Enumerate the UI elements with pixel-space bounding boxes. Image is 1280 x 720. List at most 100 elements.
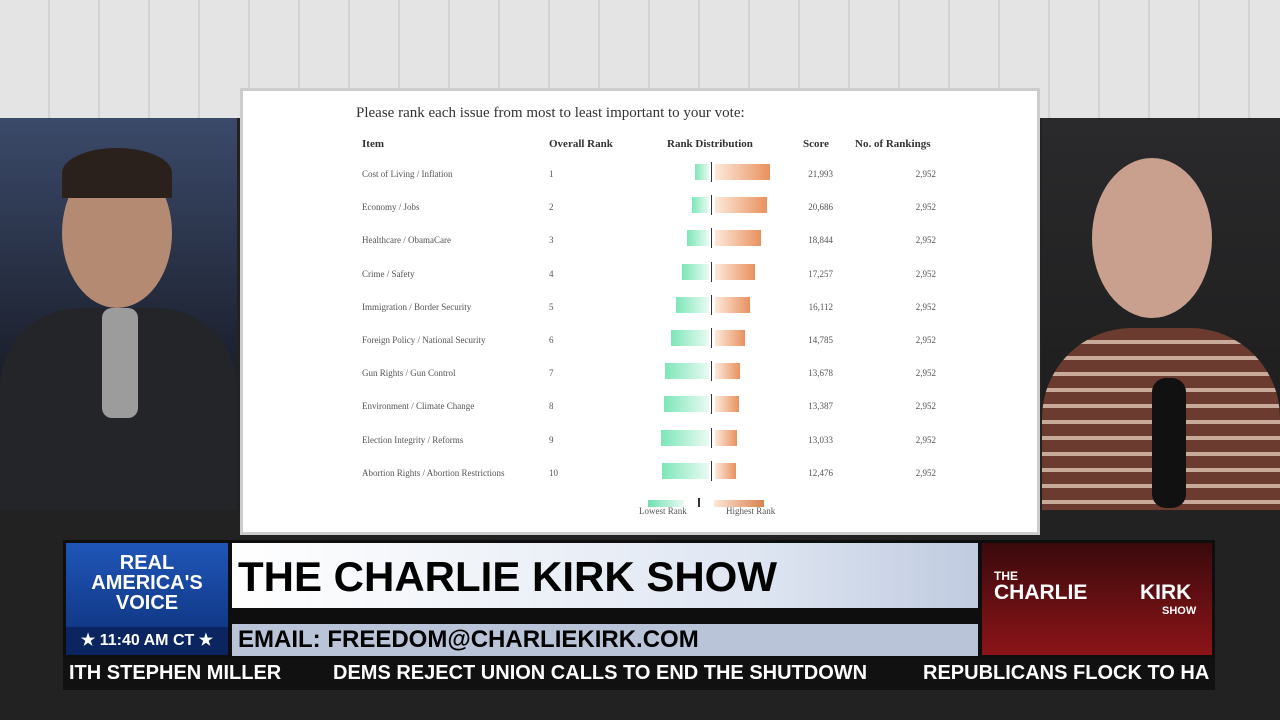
item: Election Integrity / Reforms	[362, 434, 464, 445]
dist-mid	[711, 261, 712, 282]
rank: 10	[549, 467, 558, 478]
news-ticker: ITH STEPHEN MILLER DEMS REJECT UNION CALL…	[63, 658, 1215, 690]
right-camera	[1042, 118, 1280, 510]
dist-low	[662, 462, 709, 479]
rankings: 2,952	[915, 467, 936, 478]
item: Immigration / Border Security	[362, 301, 472, 312]
rankings: 2,952	[915, 434, 936, 445]
dist-high	[715, 396, 739, 413]
rank: 8	[549, 401, 554, 412]
item: Economy / Jobs	[362, 202, 420, 213]
ticker-item: REPUBLICANS FLOCK TO HA	[923, 662, 1210, 684]
network-logo: REAL AMERICA'S VOICE ★ 11:40 AM CT ★	[66, 543, 228, 655]
rankings: 2,952	[915, 401, 936, 412]
dist-mid	[711, 460, 712, 481]
rank: 9	[549, 434, 554, 445]
dist-low	[676, 296, 709, 313]
item: Abortion Rights / Abortion Restrictions	[362, 467, 505, 478]
rankings: 2,952	[915, 335, 936, 345]
rank: 3	[549, 235, 554, 246]
score: 17,257	[808, 268, 833, 279]
item: Healthcare / ObamaCare	[362, 235, 451, 246]
item: Crime / Safety	[362, 268, 415, 279]
score: 20,686	[808, 202, 833, 213]
score: 14,785	[808, 335, 833, 345]
dist-mid	[711, 195, 712, 216]
rank: 4	[549, 268, 554, 279]
show-logo: THE CHARLIE KIRK SHOW	[982, 543, 1212, 655]
score: 18,844	[808, 235, 833, 246]
score: 13,387	[808, 401, 833, 412]
item: Environment / Climate Change	[362, 401, 475, 412]
dist-high	[715, 263, 755, 280]
item: Cost of Living / Inflation	[362, 169, 453, 179]
dist-low	[661, 429, 709, 446]
dist-low	[671, 330, 709, 346]
rankings: 2,952	[915, 169, 936, 179]
question: Please rank each issue from most to leas…	[356, 105, 745, 121]
dist-high	[715, 230, 761, 247]
item: Gun Rights / Gun Control	[362, 368, 456, 379]
dist-mid	[711, 228, 712, 249]
rankings: 2,952	[915, 268, 936, 279]
left-camera	[0, 118, 237, 510]
network-line: VOICE	[115, 592, 179, 614]
network-line: REAL	[119, 552, 175, 574]
dist-high	[715, 330, 745, 346]
score: 13,033	[808, 434, 833, 445]
column-header: No. of Rankings	[855, 138, 931, 150]
survey-card: Please rank each issue from most to leas…	[240, 88, 1040, 535]
dist-mid	[711, 294, 712, 315]
show-title: THE CHARLIE KIRK SHOW	[232, 543, 978, 608]
dist-mid	[711, 427, 712, 448]
rank: 2	[549, 202, 554, 213]
logo-charlie: CHARLIE	[994, 581, 1088, 604]
rankings: 2,952	[915, 368, 936, 379]
column-header: Item	[362, 138, 384, 150]
ticker-item: DEMS REJECT UNION CALLS TO END THE SHUTD…	[333, 662, 868, 684]
time: 11:40 AM CT	[99, 632, 195, 649]
logo-kirk: KIRK	[1140, 581, 1192, 604]
dist-high	[715, 164, 770, 180]
rankings: 2,952	[915, 301, 936, 312]
dist-low	[665, 363, 709, 380]
logo-the: THE	[994, 569, 1018, 583]
dist-high	[715, 429, 737, 446]
dist-low	[687, 230, 709, 247]
rankings: 2,952	[915, 202, 936, 213]
rank: 5	[549, 301, 554, 312]
dist-high	[715, 197, 767, 214]
clock: ★ 11:40 AM CT ★	[66, 627, 228, 655]
dist-high	[715, 462, 736, 479]
dist-high	[715, 363, 740, 380]
rank: 7	[549, 368, 554, 379]
dist-mid	[711, 162, 712, 182]
dist-high	[715, 296, 750, 313]
rankings: 2,952	[915, 235, 936, 246]
dist-low	[682, 263, 709, 280]
rank: 6	[549, 335, 554, 345]
legend-low: Lowest Rank	[639, 506, 687, 516]
column-header: Rank Distribution	[667, 138, 753, 150]
ticker-item: ITH STEPHEN MILLER	[69, 662, 282, 684]
score: 13,678	[808, 368, 833, 379]
column-header: Overall Rank	[549, 138, 613, 150]
column-header: Score	[803, 138, 830, 150]
dist-mid	[711, 328, 712, 348]
dist-low	[692, 197, 709, 214]
score: 21,993	[808, 169, 833, 179]
dist-mid	[711, 361, 712, 382]
legend-swatches	[648, 494, 764, 512]
email: EMAIL: FREEDOM@CHARLIEKIRK.COM	[232, 624, 978, 656]
score: 12,476	[808, 467, 833, 478]
dist-mid	[711, 394, 712, 415]
rank: 1	[549, 169, 554, 179]
logo-show: SHOW	[1162, 605, 1197, 617]
dist-low	[695, 164, 709, 180]
lower-third: REAL AMERICA'S VOICE ★ 11:40 AM CT ★ THE…	[63, 540, 1215, 658]
legend-high: Highest Rank	[726, 506, 776, 516]
item: Foreign Policy / National Security	[362, 335, 486, 345]
background-wall	[0, 0, 1280, 118]
score: 16,112	[808, 301, 833, 312]
